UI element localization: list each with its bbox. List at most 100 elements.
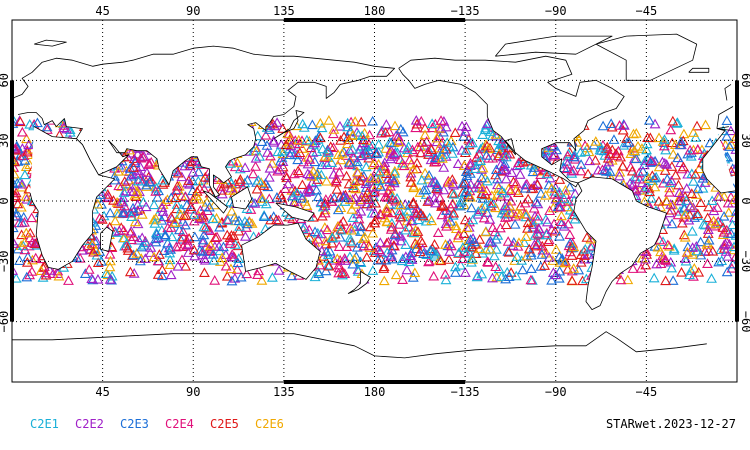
observation-marker (582, 168, 594, 179)
observation-marker (269, 120, 281, 131)
observation-marker (636, 143, 648, 153)
observation-marker (407, 198, 419, 209)
observation-marker (469, 163, 481, 173)
observation-marker (550, 244, 562, 254)
observation-marker (124, 266, 136, 277)
observation-marker (535, 169, 547, 179)
observation-marker (409, 207, 421, 218)
observation-marker (335, 202, 347, 213)
observation-marker (274, 164, 286, 174)
observation-marker (703, 201, 715, 212)
observation-marker (495, 190, 507, 201)
observation-marker (291, 187, 303, 198)
observation-marker (418, 248, 429, 258)
observation-marker (435, 255, 447, 266)
observation-marker (481, 185, 493, 196)
observation-marker (702, 224, 714, 235)
observation-marker (687, 202, 699, 213)
observation-marker (292, 154, 304, 165)
observation-marker (604, 148, 616, 159)
observation-marker (682, 246, 693, 257)
observation-marker (209, 275, 221, 285)
observation-marker (550, 269, 562, 280)
observation-marker (440, 239, 451, 249)
observation-marker (532, 179, 543, 189)
right-lat-tick-label: −60 (739, 311, 750, 333)
observation-marker (344, 194, 356, 204)
observation-marker (725, 228, 737, 238)
observation-marker (649, 181, 661, 192)
observation-marker (679, 208, 691, 219)
observation-marker (525, 249, 537, 260)
observation-marker (532, 236, 544, 247)
observation-marker (575, 159, 587, 169)
observation-marker (233, 215, 245, 226)
observation-marker (482, 257, 494, 267)
observation-marker (528, 162, 540, 172)
observation-marker (175, 233, 187, 244)
observation-marker (660, 255, 672, 265)
observation-marker (446, 198, 458, 209)
observation-marker (535, 261, 547, 271)
observation-marker (159, 231, 171, 241)
observation-marker (374, 166, 386, 177)
observation-marker (156, 270, 168, 281)
observation-marker (641, 144, 653, 155)
observation-marker (94, 246, 106, 256)
observation-marker (698, 218, 710, 229)
observation-marker (527, 216, 539, 227)
observation-marker (410, 224, 421, 235)
observation-marker (385, 249, 397, 260)
observation-marker (679, 231, 691, 242)
observation-marker (183, 233, 195, 243)
observation-marker (86, 273, 98, 284)
bottom-lon-tick-label: 135 (273, 385, 295, 399)
observation-marker (175, 209, 187, 220)
observation-marker (577, 275, 588, 286)
observation-marker (306, 177, 318, 188)
observation-marker (372, 254, 384, 265)
observation-marker (337, 215, 349, 226)
observation-marker (74, 252, 86, 263)
observation-marker (333, 241, 345, 251)
observation-marker (546, 183, 558, 193)
observation-marker (319, 222, 331, 232)
observation-marker (389, 174, 401, 185)
observation-marker (503, 246, 515, 257)
observation-marker (346, 204, 358, 214)
observation-marker (480, 150, 492, 160)
observation-marker (514, 208, 526, 219)
observation-marker (228, 185, 240, 195)
observation-marker (125, 225, 137, 236)
observation-marker (369, 214, 381, 225)
observation-marker (302, 158, 314, 169)
observation-marker (500, 273, 512, 284)
observation-marker (367, 187, 379, 198)
observation-marker (211, 231, 223, 242)
observation-marker (307, 147, 319, 157)
observation-marker (441, 137, 453, 147)
observation-marker (250, 161, 262, 171)
observation-marker (275, 189, 287, 200)
observation-marker (122, 245, 134, 255)
observation-marker (21, 257, 33, 267)
observation-marker (30, 252, 42, 263)
observation-marker (180, 210, 192, 220)
observation-marker (131, 188, 143, 198)
observation-marker (135, 152, 147, 163)
observation-marker (225, 251, 237, 262)
observation-marker (445, 215, 456, 226)
observation-marker (228, 230, 240, 241)
observation-marker (128, 186, 139, 196)
observation-marker (426, 215, 438, 226)
observation-marker (336, 223, 348, 234)
observation-marker (429, 154, 441, 165)
observation-marker (546, 274, 558, 285)
observation-marker (566, 165, 578, 176)
observation-marker (309, 156, 321, 167)
observation-marker (172, 260, 184, 271)
observation-marker (116, 162, 128, 172)
frame-bars (10, 18, 739, 384)
observation-marker (425, 144, 437, 154)
observation-marker (476, 172, 488, 183)
